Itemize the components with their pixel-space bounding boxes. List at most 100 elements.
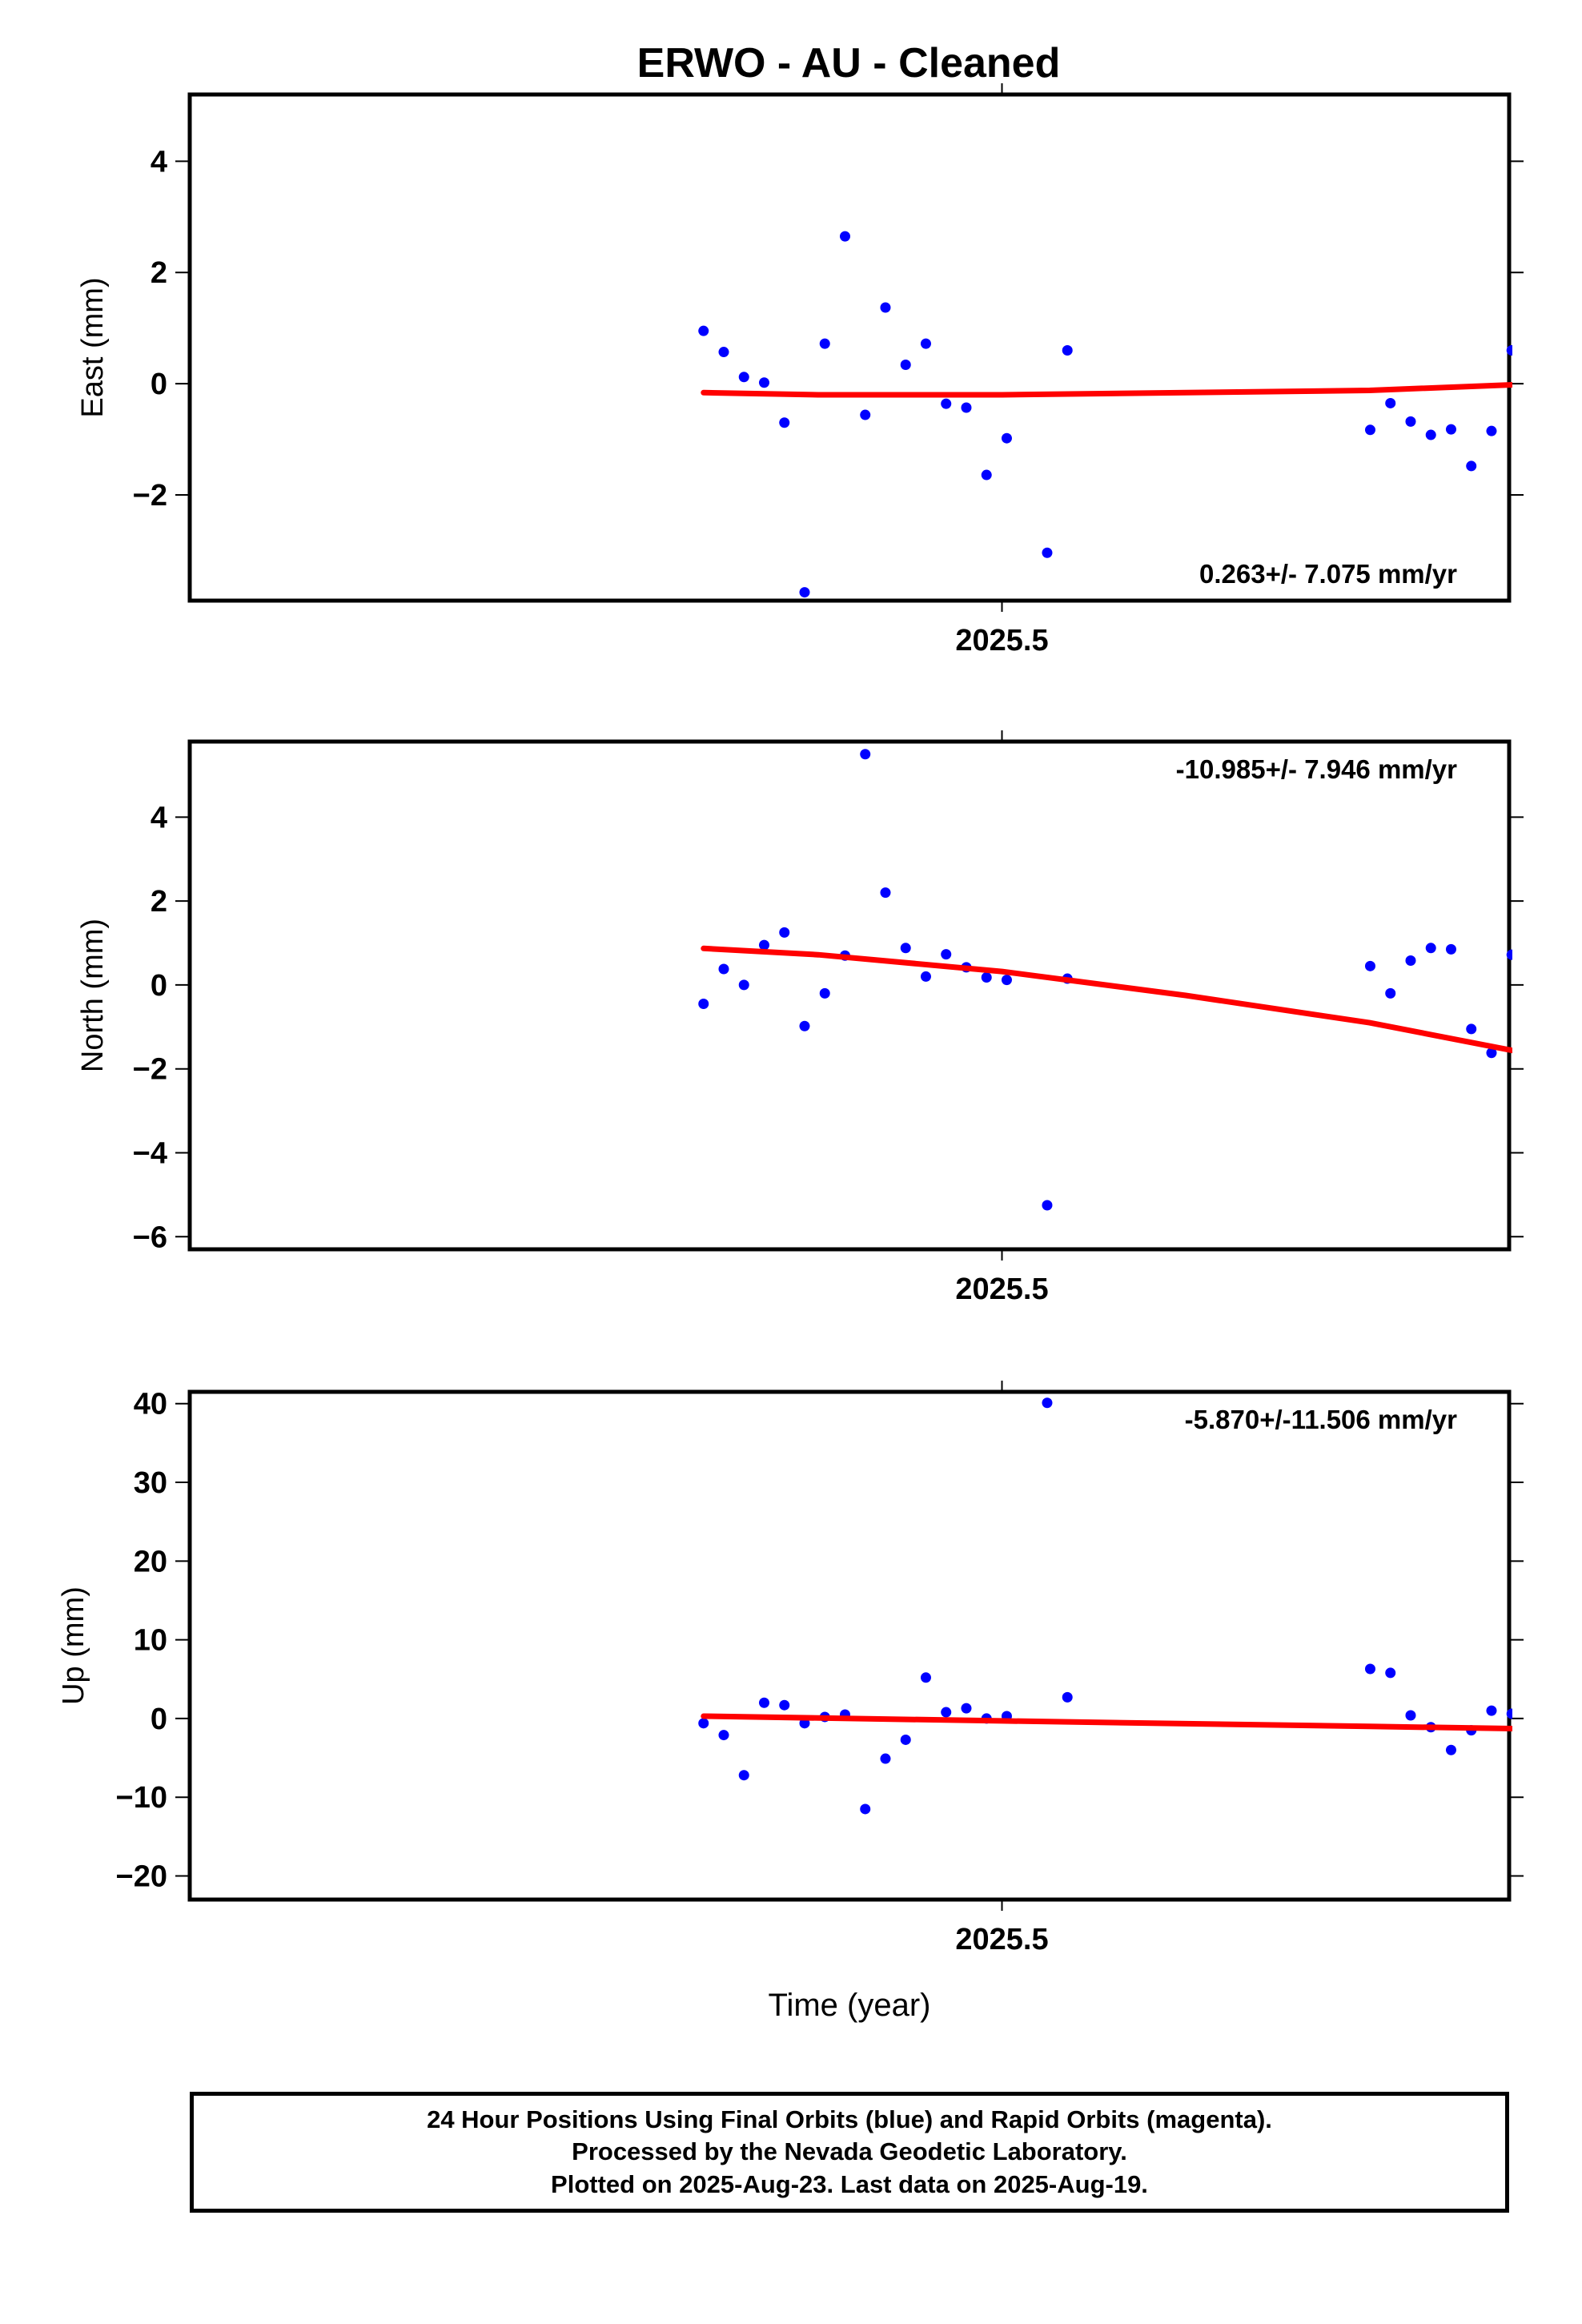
final-orbit-point bbox=[799, 587, 810, 598]
y-tick-label: 0 bbox=[151, 969, 167, 1003]
final-orbit-point bbox=[1364, 1663, 1375, 1675]
final-orbit-point bbox=[941, 398, 952, 409]
data-layer bbox=[698, 231, 1577, 598]
y-tick-label: 0 bbox=[151, 368, 167, 401]
final-orbit-point bbox=[799, 1020, 810, 1031]
final-orbit-point bbox=[1062, 344, 1073, 356]
final-orbit-point bbox=[1042, 547, 1053, 558]
x-tick-label: 2025.5 bbox=[955, 1923, 1048, 1956]
final-orbit-point bbox=[920, 1672, 931, 1683]
final-orbit-point bbox=[1445, 424, 1456, 435]
final-orbit-point bbox=[698, 1718, 709, 1729]
final-orbit-point bbox=[1425, 943, 1436, 954]
final-orbit-point bbox=[1385, 397, 1396, 408]
final-orbit-point bbox=[779, 417, 790, 428]
final-orbit-point bbox=[981, 971, 992, 983]
plot-frame bbox=[187, 1389, 1512, 1902]
x-tick-label: 2025.5 bbox=[955, 624, 1048, 657]
plot-frame bbox=[187, 739, 1512, 1252]
final-orbit-point bbox=[1405, 416, 1416, 427]
final-orbit-point bbox=[981, 469, 992, 480]
trend-fit-line bbox=[701, 945, 1512, 1054]
final-orbit-point bbox=[758, 1697, 769, 1708]
final-orbit-point bbox=[738, 1770, 749, 1781]
final-orbit-point bbox=[900, 360, 911, 371]
y-tick-label: −10 bbox=[116, 1781, 167, 1815]
y-tick-label: −2 bbox=[133, 479, 167, 513]
final-orbit-point bbox=[1527, 363, 1537, 373]
footer-line-processed: Processed by the Nevada Geodetic Laborat… bbox=[572, 2137, 1127, 2166]
y-tick-label: −6 bbox=[133, 1220, 167, 1254]
y-tick-label: 10 bbox=[134, 1624, 167, 1658]
y-tick-label: 4 bbox=[151, 145, 167, 179]
panel-north: 2025.5 −6 −4 −2 0 2 4 North (mm) -10.985+/- 7.94… bbox=[76, 730, 1577, 1306]
final-orbit-point bbox=[1567, 437, 1577, 448]
final-orbit-point bbox=[1405, 955, 1416, 967]
final-orbit-point bbox=[860, 1803, 871, 1815]
velocity-rate-label: 0.263+/- 7.075 mm/yr bbox=[1199, 559, 1457, 589]
y-tick-label: −20 bbox=[116, 1860, 167, 1894]
final-orbit-point bbox=[900, 943, 911, 954]
final-orbit-point bbox=[1527, 1729, 1537, 1739]
final-orbit-point bbox=[1486, 1047, 1497, 1059]
final-orbit-point bbox=[758, 377, 769, 388]
final-orbit-point bbox=[860, 749, 871, 760]
panel-east: 2025.5 −2 0 2 4 East (mm) 0.263+/- 7.075 mm/yr bbox=[76, 83, 1577, 657]
final-orbit-point bbox=[758, 939, 769, 951]
y-tick-label: 2 bbox=[151, 885, 167, 919]
final-orbit-point bbox=[1486, 1705, 1497, 1716]
velocity-rate-label: -5.870+/-11.506 mm/yr bbox=[1185, 1405, 1457, 1434]
plot-frame bbox=[187, 92, 1512, 603]
final-orbit-point bbox=[880, 887, 891, 899]
final-orbit-point bbox=[1506, 949, 1512, 960]
final-orbit-point bbox=[1445, 1744, 1456, 1755]
footer-line-plotted: Plotted on 2025-Aug-23. Last data on 202… bbox=[551, 2169, 1148, 2198]
final-orbit-point bbox=[1364, 424, 1375, 436]
final-orbit-point bbox=[718, 1730, 729, 1741]
final-orbit-point bbox=[1547, 393, 1557, 404]
y-axis-label: Up (mm) bbox=[57, 1586, 90, 1705]
final-orbit-point bbox=[819, 987, 830, 999]
final-orbit-point bbox=[698, 998, 709, 1009]
chart-title: ERWO - AU - Cleaned bbox=[637, 40, 1061, 86]
final-orbit-point bbox=[1547, 1708, 1557, 1719]
y-tick-label: −4 bbox=[133, 1136, 167, 1170]
final-orbit-point bbox=[941, 1707, 952, 1718]
final-orbit-point bbox=[718, 347, 729, 358]
final-orbit-point bbox=[1547, 937, 1557, 947]
panel-up: 2025.5 −20 −10 0 10 20 30 40 Up (mm) Time (year) -… bbox=[57, 1381, 1577, 2023]
final-orbit-point bbox=[1364, 960, 1375, 971]
final-orbit-point bbox=[1567, 1802, 1577, 1812]
final-orbit-point bbox=[1567, 1015, 1577, 1026]
final-orbit-point bbox=[880, 1753, 891, 1764]
y-tick-label: 30 bbox=[134, 1466, 167, 1500]
final-orbit-point bbox=[1385, 987, 1396, 999]
final-orbit-point bbox=[799, 1718, 810, 1729]
final-orbit-point bbox=[941, 949, 952, 960]
final-orbit-point bbox=[1445, 943, 1456, 955]
y-tick-label: 0 bbox=[151, 1703, 167, 1736]
final-orbit-point bbox=[1425, 429, 1436, 440]
final-orbit-point bbox=[1042, 1397, 1053, 1409]
final-orbit-point bbox=[738, 979, 749, 991]
data-layer bbox=[698, 1397, 1577, 1815]
final-orbit-point bbox=[920, 338, 931, 349]
y-tick-label: 40 bbox=[134, 1388, 167, 1421]
x-tick-label: 2025.5 bbox=[955, 1273, 1048, 1306]
final-orbit-point bbox=[920, 971, 931, 982]
final-orbit-point bbox=[738, 372, 749, 383]
final-orbit-point bbox=[961, 402, 972, 413]
trend-fit-line bbox=[701, 1713, 1512, 1731]
final-orbit-point bbox=[1405, 1710, 1416, 1721]
final-orbit-point bbox=[718, 963, 729, 975]
y-axis-label: East (mm) bbox=[76, 277, 110, 417]
final-orbit-point bbox=[819, 338, 830, 349]
footer-line-orbits: 24 Hour Positions Using Final Orbits (bl… bbox=[427, 2105, 1272, 2134]
final-orbit-point bbox=[1466, 1023, 1477, 1035]
final-orbit-point bbox=[1062, 1691, 1073, 1703]
final-orbit-point bbox=[860, 409, 871, 420]
final-orbit-point bbox=[1042, 1200, 1053, 1211]
final-orbit-point bbox=[1527, 1009, 1537, 1019]
final-orbit-point bbox=[1466, 460, 1477, 472]
